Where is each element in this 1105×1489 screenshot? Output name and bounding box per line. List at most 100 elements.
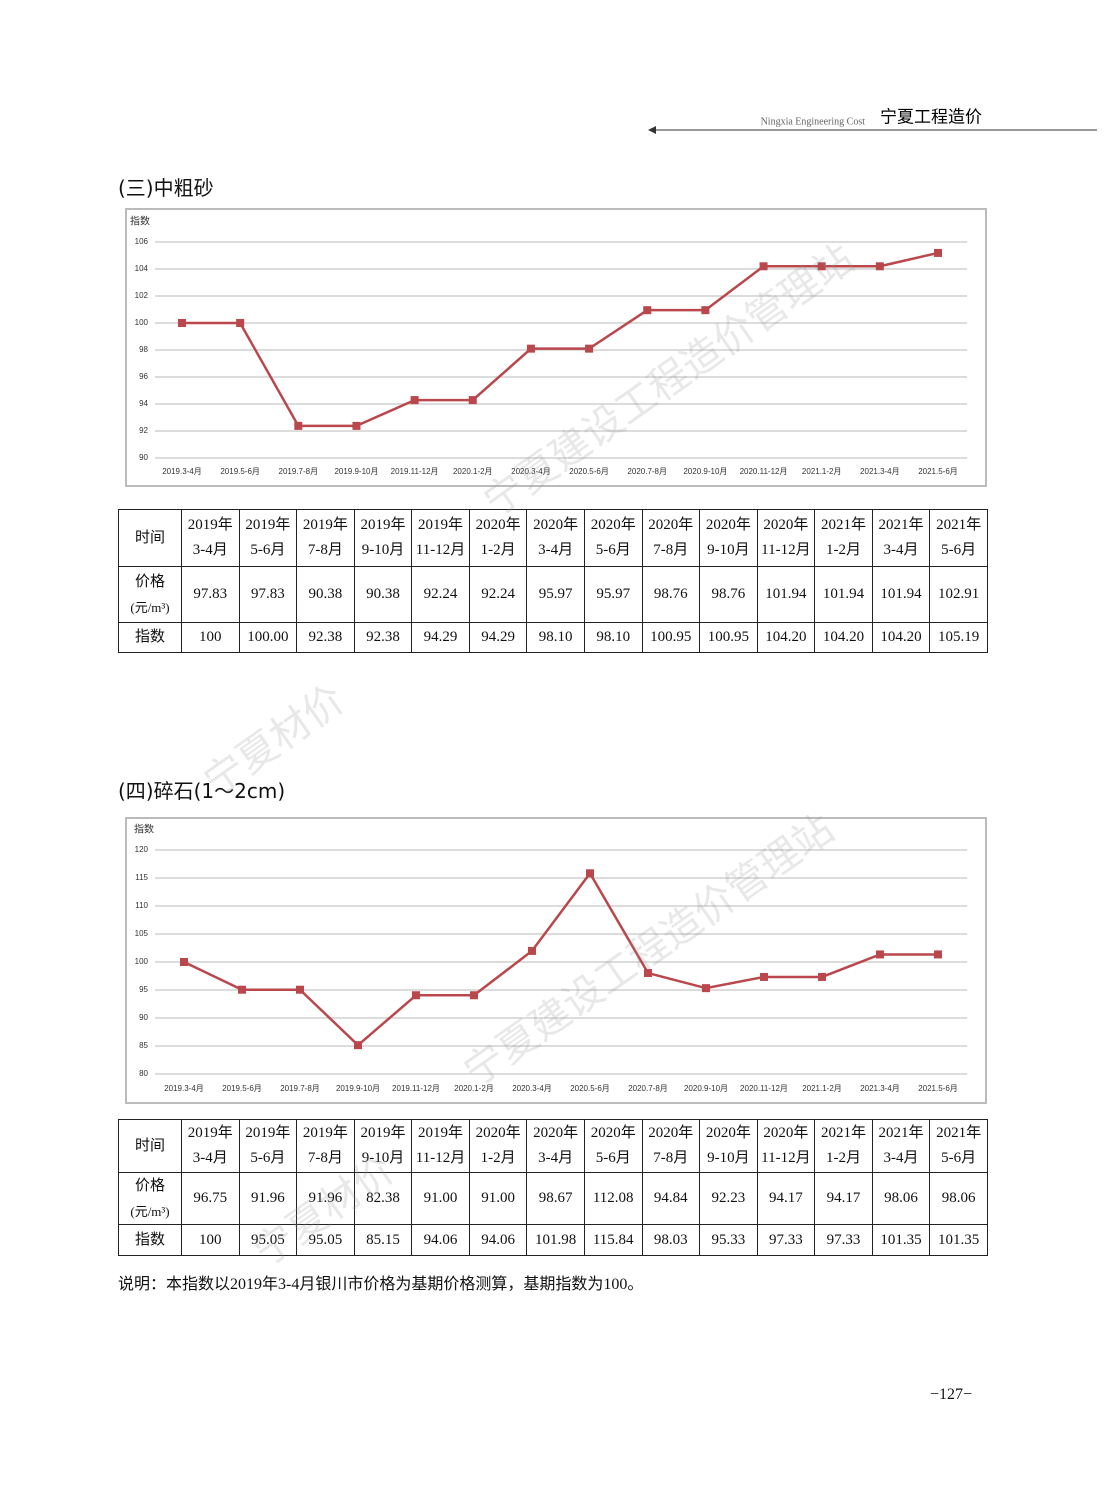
column-header: 2019年 11-12月 (411, 1119, 470, 1173)
column-header: 2020年 5-6月 (583, 1119, 643, 1173)
column-header: 2021年 3-4月 (871, 509, 931, 567)
table-cell: 90.38 (296, 566, 355, 623)
y-tick-label: 100 (135, 957, 149, 966)
header-line: 9-10月 (361, 542, 405, 558)
data-line (183, 871, 938, 1047)
header-line: 5-6月 (595, 542, 631, 558)
y-tick-label: 104 (135, 264, 149, 273)
price-table: 时间 2019年 3-4月 2019年 5-6月 2019年 7-8月 2019年 9-10月 2… (118, 509, 988, 653)
y-tick-label: 90 (139, 453, 148, 462)
y-axis-label: 指数 (134, 823, 154, 836)
column-header: 2019年 7-8月 (296, 509, 355, 567)
y-tick-label: 102 (135, 291, 149, 300)
column-header: 2021年 1-2月 (814, 509, 873, 567)
x-tick-label: 2021.5-6月 (918, 467, 958, 476)
header-line: 2019年 (360, 517, 406, 533)
table-cell: 97.33 (756, 1224, 816, 1256)
table-cell: 95.33 (699, 1224, 758, 1256)
y-tick-label: 115 (135, 873, 148, 882)
table-cell: 105.19 (929, 622, 988, 653)
x-tick-label: 2020.11-12月 (740, 1084, 788, 1093)
data-point (876, 950, 884, 959)
header-line: 2021年 (878, 1125, 924, 1141)
table-cell: 102.91 (929, 566, 988, 623)
table-cell: 97.33 (814, 1224, 873, 1256)
x-tick-label: 2019.3-4月 (162, 467, 202, 476)
header-line: 2019年 (302, 1125, 348, 1141)
header-line: 2019年 (418, 1125, 464, 1141)
header-line: 5-6月 (941, 542, 977, 558)
header-line: 2020年 (763, 1125, 809, 1141)
header-line: 3-4月 (192, 542, 228, 558)
table-cell: 98.76 (641, 566, 701, 623)
label-line: 价格 (134, 1177, 165, 1194)
header-line: 2021年 (936, 517, 982, 533)
table-cell: 95.05 (238, 1224, 298, 1256)
data-point (236, 319, 245, 327)
column-header: 2019年 5-6月 (238, 509, 298, 567)
table-row: 价格 (元/m³) 97.83 97.83 90.38 90.38 92.24 92.24 95… (118, 566, 988, 623)
x-tick-label: 2019.9-10月 (336, 1084, 380, 1093)
header-line: 9-10月 (361, 1150, 405, 1166)
table-cell: 98.03 (641, 1224, 701, 1256)
data-point (470, 991, 478, 1000)
table-cell: 104.20 (871, 622, 931, 653)
data-point (585, 344, 594, 353)
header-line: 7-8月 (653, 1150, 689, 1166)
header-en: Ningxia Engineering Cost (761, 116, 866, 127)
column-header: 2019年 3-4月 (181, 1119, 240, 1173)
table-cell: 91.96 (296, 1172, 355, 1225)
table-cell: 101.94 (871, 566, 931, 623)
table-cell: 95.97 (526, 566, 585, 623)
table-cell: 97.83 (238, 566, 298, 623)
y-axis-label: 指数 (130, 215, 150, 228)
x-tick-label: 2019.3-4月 (164, 1084, 204, 1093)
y-tick-label: 94 (139, 399, 148, 408)
x-tick-label: 2020.5-6月 (570, 1084, 610, 1093)
header-line: 2020年 (475, 1125, 521, 1141)
table-row: 时间 2019年 3-4月 2019年 5-6月 2019年 7-8月 2019年 9-10月 2… (118, 1119, 988, 1173)
table-cell: 112.08 (583, 1172, 643, 1225)
table-cell: 100.95 (699, 622, 758, 653)
label-line: 价格 (134, 573, 165, 590)
table-cell: 104.20 (756, 622, 816, 653)
x-tick-label: 2021.1-2月 (802, 467, 842, 476)
data-point (759, 262, 768, 271)
table-cell: 94.06 (411, 1224, 470, 1256)
table-cell: 101.35 (929, 1224, 988, 1256)
x-tick-label: 2020.3-4月 (512, 1084, 552, 1093)
data-point (760, 972, 768, 981)
x-tick-label: 2019.9-10月 (334, 467, 378, 476)
header-line: 2020年 (648, 517, 694, 533)
x-tick-label: 2020.7-8月 (628, 1084, 668, 1093)
y-tick-label: 98 (139, 345, 148, 354)
data-point (701, 306, 710, 315)
table-cell: 98.10 (526, 622, 585, 653)
header-line: 2019年 (245, 1125, 291, 1141)
y-tick-label: 120 (135, 845, 149, 854)
header-line: 11-12月 (761, 542, 811, 558)
table-cell: 95.97 (583, 566, 643, 623)
header-line: 9-10月 (707, 1150, 750, 1166)
table-cell: 94.06 (468, 1224, 528, 1256)
column-header: 2019年 9-10月 (353, 509, 413, 567)
header-line: 7-8月 (307, 1150, 343, 1166)
row-header: 时间 (118, 509, 182, 567)
data-point (410, 396, 419, 405)
y-tick-label: 106 (135, 237, 149, 246)
table-cell: 91.00 (411, 1172, 470, 1225)
table-cell: 94.29 (411, 622, 470, 653)
x-tick-label: 2021.1-2月 (802, 1084, 842, 1093)
column-header: 2021年 3-4月 (871, 1119, 931, 1173)
header-line: 2020年 (705, 1125, 751, 1141)
header-line: 2020年 (533, 517, 579, 533)
y-tick-label: 90 (139, 1013, 148, 1022)
column-header: 2019年 3-4月 (181, 509, 240, 567)
table-cell: 98.06 (929, 1172, 988, 1225)
x-tick-label: 2019.7-8月 (279, 467, 319, 476)
data-point (644, 969, 652, 978)
y-tick-label: 96 (139, 372, 148, 381)
header-line: 2021年 (820, 517, 866, 533)
header-line: 11-12月 (415, 542, 466, 558)
